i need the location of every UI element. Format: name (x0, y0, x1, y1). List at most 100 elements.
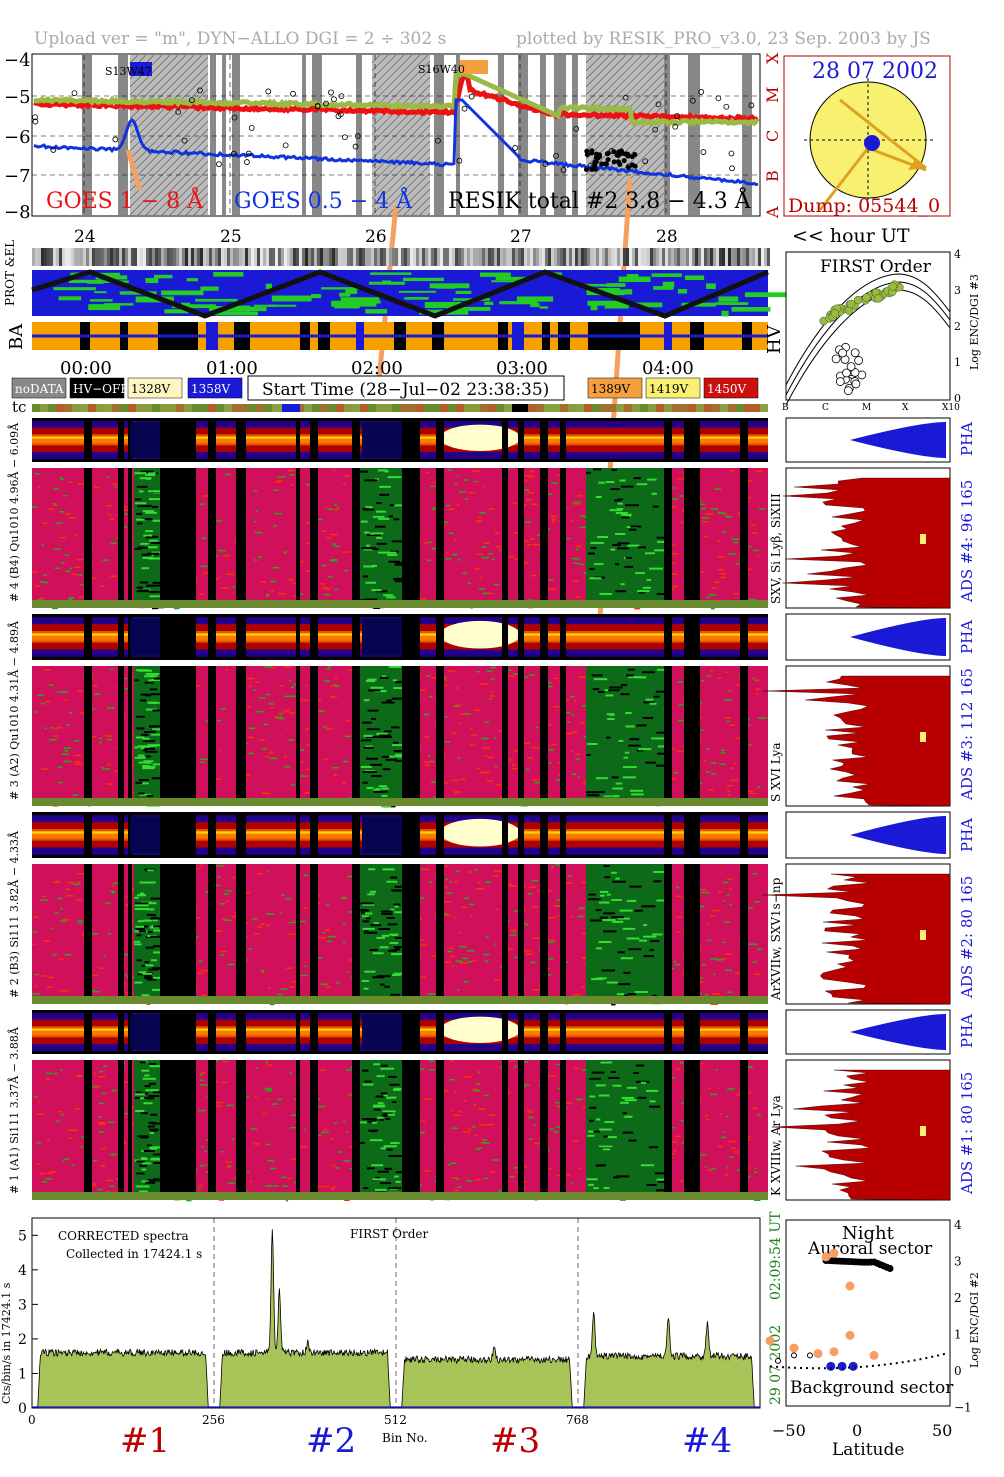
spec-speckle (288, 474, 295, 476)
gray-cell (464, 248, 467, 266)
spec-speckle (111, 892, 116, 894)
sun-panel: 28 07 2002 Dump: 05544_0 (783, 55, 951, 217)
spec-speckle (450, 1109, 454, 1112)
spec-speckle (477, 1071, 481, 1073)
spec-speckle (546, 958, 554, 960)
spec-speckle (259, 923, 265, 926)
pha-label: PHA (958, 422, 976, 456)
spec-speckle (546, 681, 552, 684)
night-label: Night (842, 1223, 895, 1244)
spec-green-line (375, 590, 388, 593)
spec-green-line (593, 1187, 599, 1190)
spec-speckle (482, 592, 490, 595)
spec-speckle (81, 1136, 85, 1138)
goes-hatch-line (129, 104, 209, 184)
spec-speckle (565, 537, 571, 540)
spec-green-line (640, 1081, 647, 1084)
prot-green (731, 306, 771, 312)
tc-cell (608, 404, 616, 412)
spec-speckle (531, 879, 539, 882)
spec-gap (560, 864, 566, 1004)
spec-green-line (602, 1146, 611, 1149)
spec-speckle (284, 666, 292, 669)
goes-long-curve (33, 69, 760, 123)
spec-speckle (320, 983, 329, 985)
spec-speckle (36, 1163, 40, 1166)
spec-speckle (323, 758, 328, 760)
prot-green (402, 277, 444, 282)
pha-gap (518, 812, 524, 858)
spec-speckle (44, 701, 51, 703)
spec-speckle (106, 783, 113, 785)
pha-gap (540, 1010, 548, 1054)
spec-green-line (635, 676, 647, 679)
spec-green-line (153, 535, 159, 538)
spec-speckle (40, 899, 48, 901)
spec-speckle (63, 494, 68, 497)
spec-speckle (75, 1108, 80, 1110)
pha-gap (208, 418, 216, 462)
spec-gap (310, 1060, 318, 1200)
spec-speckle (323, 1128, 328, 1131)
tc-cell (360, 404, 368, 412)
prot-green (161, 290, 204, 296)
spec-green-line (145, 477, 151, 480)
spec-speckle (76, 559, 83, 561)
spec-gap (84, 1060, 92, 1200)
pha-gap (560, 812, 566, 858)
spec-speckle (286, 727, 289, 729)
spec-speckle (270, 707, 274, 709)
spec-gap (540, 864, 548, 1004)
spec-speckle (582, 1106, 585, 1109)
goes-hatch-line (145, 152, 209, 216)
spec-green-line (375, 1188, 387, 1191)
spec-speckle (284, 695, 291, 698)
spec-speckle (714, 581, 720, 584)
spec-green-line (150, 1121, 155, 1124)
spec-speckle (723, 921, 730, 923)
spec-speckle (428, 541, 432, 544)
spec-speckle (290, 1126, 297, 1129)
spec-green-line (654, 1172, 669, 1175)
spec-green-line (151, 1179, 165, 1182)
spec-speckle (446, 892, 453, 894)
gray-cell (644, 248, 647, 266)
spec-speckle (481, 737, 489, 740)
channel-number: #2 (306, 1421, 356, 1461)
pha-strip-3 (32, 614, 768, 660)
first-order-ytick: 3 (954, 284, 961, 297)
spec-speckle (277, 1098, 283, 1101)
spec-green-line (599, 1128, 612, 1131)
spec-speckle (494, 737, 497, 739)
prot-green (321, 287, 359, 290)
spec-green-line (143, 740, 156, 743)
spec-speckle (757, 717, 761, 719)
gray-cell (308, 248, 311, 266)
spec-speckle (752, 961, 757, 963)
spec-speckle (467, 582, 472, 585)
goes-hatch-line (379, 164, 431, 216)
pha-flare (440, 424, 520, 451)
spec-green-line (395, 948, 401, 951)
spec-speckle (473, 1090, 480, 1092)
pha-gap (118, 418, 124, 462)
spec-speckle (254, 531, 263, 534)
spec-speckle (220, 1150, 224, 1153)
spec-speckle (266, 924, 270, 927)
spec-speckle (722, 941, 727, 944)
gray-cell (44, 248, 47, 266)
spec-speckle (220, 1081, 228, 1084)
hv-label: HV (764, 324, 785, 354)
spec-green-line (134, 943, 142, 946)
goes-hatch-line (625, 176, 665, 216)
goes-dark-point (599, 161, 605, 167)
spec-green-line (588, 893, 596, 896)
spec-speckle (111, 1089, 118, 1092)
goes-hatch-line (585, 136, 665, 216)
spec-speckle (74, 566, 81, 569)
spec-green-line (388, 560, 401, 563)
latitude-orange-point (829, 1248, 839, 1258)
spec-speckle (286, 1177, 293, 1180)
gray-cell (359, 248, 362, 266)
